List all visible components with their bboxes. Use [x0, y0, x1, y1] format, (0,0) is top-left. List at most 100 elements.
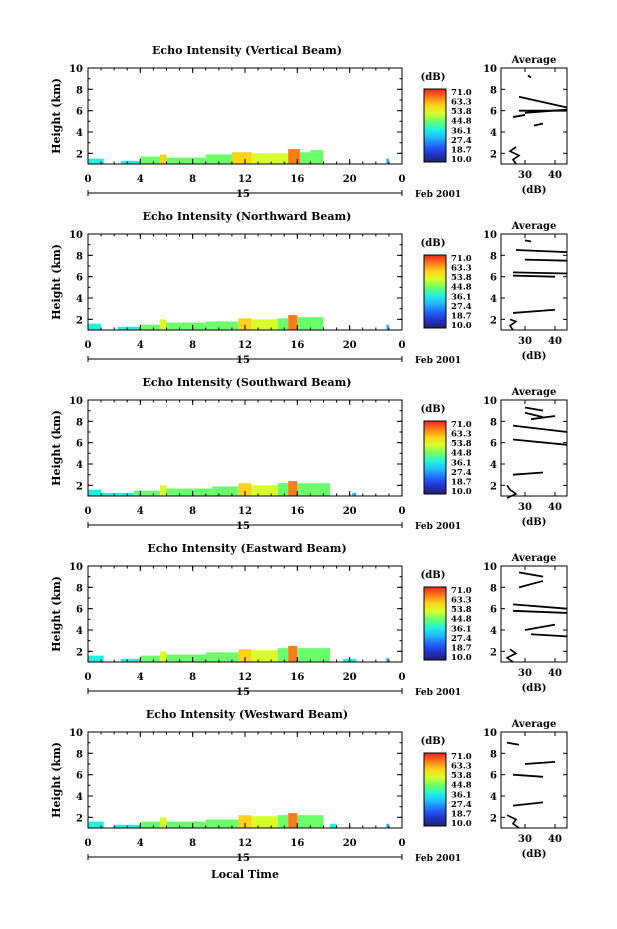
- avg-y-tick-label: 2: [490, 481, 497, 492]
- average-frame: [500, 731, 568, 829]
- x-tick-label: 4: [137, 672, 144, 683]
- average-frame: [500, 67, 568, 165]
- echo-cell: [120, 160, 141, 164]
- echo-cell: [386, 823, 389, 828]
- avg-y-tick-label: 10: [483, 64, 497, 75]
- avg-x-label: (dB): [522, 185, 547, 196]
- panel-3: Echo Intensity (Southward Beam) 2 4 6 8 10 Hei…: [50, 376, 568, 532]
- avg-profile-stroke: [524, 258, 568, 262]
- colorbar-tick-label: 71.0: [451, 254, 472, 264]
- y-tick-label: 8: [76, 251, 83, 262]
- colorbar-tick-label: 53.8: [451, 439, 472, 449]
- colorbar: [423, 752, 447, 827]
- y-tick-label: 10: [69, 562, 83, 573]
- echo-cell: [386, 324, 389, 330]
- echo-cell: [352, 492, 357, 496]
- avg-profile-stroke: [512, 438, 568, 446]
- avg-x-tick-label: 40: [548, 170, 562, 181]
- colorbar: [423, 420, 447, 495]
- y-tick-label: 2: [76, 647, 83, 658]
- colorbar: [423, 254, 447, 329]
- colorbar-tick-label: 71.0: [451, 752, 472, 762]
- date-day: 15: [236, 853, 250, 864]
- avg-y-tick-label: 8: [490, 251, 497, 262]
- colorbar-tick-label: 63.3: [451, 596, 472, 606]
- echo-cell: [88, 323, 102, 330]
- echo-cell: [120, 658, 141, 662]
- avg-y-tick-label: 8: [490, 85, 497, 96]
- y-tick-label: 2: [76, 315, 83, 326]
- avg-profile-line: [505, 648, 518, 663]
- avg-profile-stroke: [527, 74, 532, 79]
- colorbar-tick-label: 10.0: [451, 819, 472, 829]
- date-day: 15: [236, 687, 250, 698]
- date-month-year: Feb 2001: [415, 522, 461, 532]
- x-tick-label: 8: [189, 672, 196, 683]
- y-tick-label: 6: [76, 605, 83, 616]
- echo-cell: [140, 821, 160, 828]
- colorbar-tick-label: 71.0: [451, 88, 472, 98]
- y-tick-label: 10: [69, 230, 83, 241]
- colorbar-tick-label: 10.0: [451, 155, 472, 165]
- avg-y-tick-label: 8: [490, 417, 497, 428]
- x-tick-label: 0: [85, 340, 92, 351]
- echo-cell: [297, 648, 331, 662]
- avg-profile-stroke: [512, 801, 544, 807]
- heatmap-frame: [87, 233, 403, 331]
- y-tick-label: 2: [76, 481, 83, 492]
- avg-profile-stroke: [512, 603, 568, 610]
- x-tick-label: 0: [85, 838, 92, 849]
- x-tick-label: 12: [238, 838, 252, 849]
- y-tick-label: 10: [69, 396, 83, 407]
- echo-cell: [251, 319, 278, 330]
- y-tick-label: 8: [76, 85, 83, 96]
- y-tick-label: 6: [76, 771, 83, 782]
- x-tick-label: 12: [238, 340, 252, 351]
- colorbar-tick-label: 53.8: [451, 107, 472, 117]
- avg-profile-stroke: [512, 114, 526, 118]
- date-day: 15: [236, 189, 250, 200]
- echo-cell: [386, 657, 389, 662]
- y-axis-label: Height (km): [50, 410, 63, 486]
- panel-5: Echo Intensity (Westward Beam) 2 4 6 8 10 Heig…: [50, 708, 568, 864]
- avg-profile-stroke: [524, 411, 544, 418]
- avg-y-tick-label: 4: [490, 626, 497, 637]
- colorbar-unit: (dB): [421, 404, 446, 415]
- avg-profile-stroke: [530, 633, 568, 638]
- date-day: 15: [236, 521, 250, 532]
- avg-profile-stroke: [512, 471, 544, 476]
- echo-cell: [166, 322, 206, 330]
- x-tick-label: 12: [238, 672, 252, 683]
- echo-cell: [277, 318, 289, 330]
- colorbar-tick-label: 27.4: [451, 634, 472, 644]
- colorbar-tick-label: 27.4: [451, 468, 472, 478]
- colorbar-tick-label: 18.7: [451, 311, 472, 321]
- x-tick-label: 12: [238, 174, 252, 185]
- x-tick-label: 16: [290, 672, 304, 683]
- avg-profile-stroke: [518, 580, 544, 589]
- avg-profile-stroke: [524, 760, 556, 765]
- x-tick-label: 16: [290, 506, 304, 517]
- avg-profile-line: [508, 318, 518, 331]
- echo-cell: [88, 821, 104, 828]
- echo-cell: [251, 153, 272, 164]
- avg-y-tick-label: 10: [483, 728, 497, 739]
- colorbar-tick-label: 71.0: [451, 586, 472, 596]
- colorbar-tick-label: 63.3: [451, 762, 472, 772]
- avg-y-tick-label: 8: [490, 749, 497, 760]
- echo-cell: [238, 318, 252, 330]
- heatmap-frame: [87, 399, 403, 497]
- colorbar-tick-label: 36.1: [451, 624, 472, 634]
- echo-cell: [288, 149, 300, 164]
- y-tick-label: 4: [76, 792, 83, 803]
- y-tick-label: 4: [76, 626, 83, 637]
- avg-y-tick-label: 4: [490, 792, 497, 803]
- panel-title: Echo Intensity (Northward Beam): [143, 210, 352, 223]
- colorbar-tick-label: 18.7: [451, 477, 472, 487]
- colorbar-tick-label: 53.8: [451, 771, 472, 781]
- avg-profile-line: [506, 484, 518, 499]
- echo-cell: [297, 483, 331, 496]
- echo-cell: [205, 321, 239, 330]
- colorbar: [423, 88, 447, 163]
- average-frame: [500, 233, 568, 331]
